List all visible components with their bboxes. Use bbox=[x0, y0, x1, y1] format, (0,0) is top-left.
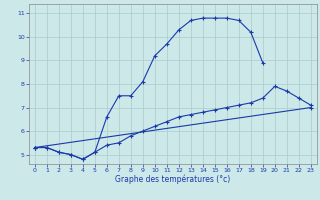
X-axis label: Graphe des températures (°c): Graphe des températures (°c) bbox=[115, 175, 230, 184]
